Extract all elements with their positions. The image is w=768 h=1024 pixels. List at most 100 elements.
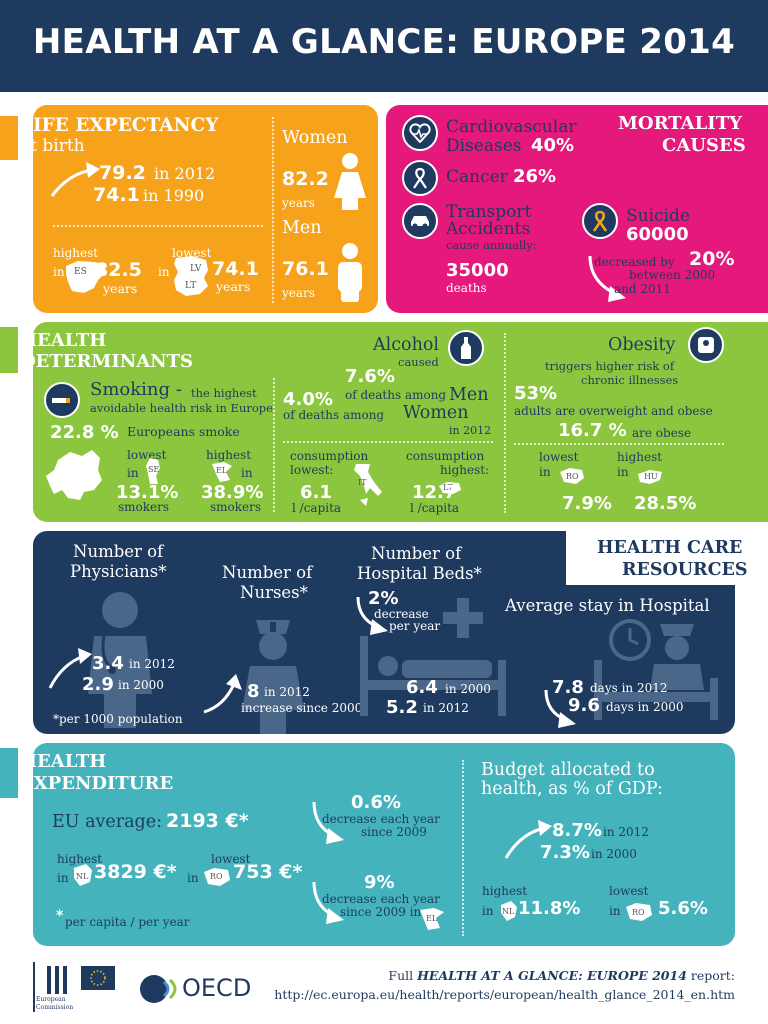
gdp-lowest-value: 5.6% (658, 898, 708, 919)
physicians-2012-label: in 2012 (129, 657, 175, 671)
mortality-heading-2: CAUSES (662, 135, 746, 156)
gdp-highest-country: NL (502, 907, 515, 916)
gdp-lowest-country: RO (632, 908, 645, 917)
cons-high-country: LT (443, 483, 453, 492)
overweight-text: adults are overweight and obese (514, 404, 713, 418)
life-in-label: in (53, 265, 65, 279)
beds-pct: 2% (368, 588, 399, 609)
gdp-lowest-label: lowest (609, 884, 649, 898)
exp-dec2-country: EL (426, 914, 438, 923)
scale-icon (688, 327, 724, 363)
divider (504, 333, 506, 513)
women-value: 82.2 (282, 168, 329, 190)
life-highest-country: ES (74, 267, 87, 277)
lithuania-map-icon (439, 482, 461, 494)
footer-url-link[interactable]: http://ec.europa.eu/health/reports/europ… (274, 987, 735, 1002)
beds-decrease-2: per year (389, 619, 441, 633)
budget-label-1: Budget allocated to (481, 760, 655, 780)
transport-unit: deaths (446, 281, 487, 295)
exp-dec2-pct: 9% (364, 872, 395, 893)
life-1990-label: in 1990 (143, 186, 205, 205)
heart-icon (402, 115, 438, 151)
cons-low-country: IT (358, 478, 367, 487)
life-subheading: at birth (20, 136, 85, 156)
men-value: 76.1 (282, 258, 329, 280)
men-label: Men (282, 218, 322, 238)
alcohol-year: in 2012 (449, 424, 492, 437)
expenditure-heading-2: EXPENDITURE (20, 773, 174, 794)
divider (462, 760, 464, 936)
man-icon (338, 243, 362, 302)
gdp-highest-value: 11.8% (518, 898, 581, 919)
nurses-label-year: in 2012 (264, 685, 310, 699)
up-arrow-icon (50, 162, 100, 197)
gdp-2012-value: 8.7% (552, 820, 602, 841)
suicide-ribbon-icon (582, 203, 618, 239)
smoke-lowest-unit: smokers (118, 500, 170, 514)
alcohol-men-pct: 7.6% (345, 366, 395, 387)
exp-highest-in: in (57, 871, 69, 885)
italy-map-icon (354, 464, 382, 506)
alcohol-women-text: of deaths among (283, 408, 385, 422)
women-years: years (282, 196, 315, 210)
smoke-highest-label: highest (206, 448, 252, 462)
divider (514, 443, 724, 445)
down-arrow-icon (312, 881, 344, 924)
cancer-pct: 26% (513, 166, 557, 187)
smoke-lowest-in: in (127, 466, 139, 480)
mortality-heading-tab (598, 105, 768, 163)
care-footnote: *per 1000 population (53, 712, 183, 726)
car-icon (402, 203, 438, 239)
greece-map-icon-2 (420, 908, 444, 930)
physicians-label-1: Number of (73, 542, 164, 561)
smoke-text: Europeans smoke (127, 424, 240, 439)
determinants-heading-1: HEALTH (20, 330, 107, 351)
men-years: years (282, 286, 315, 300)
netherlands-map-icon-2 (501, 901, 517, 921)
stay-2000-value: 9.6 (568, 695, 600, 716)
physicians-2012-value: 3.4 (92, 653, 124, 674)
sweden-map-icon (146, 458, 160, 484)
exp-lowest-in: in (187, 871, 199, 885)
smoking-note-2: avoidable health risk in Europe (90, 401, 273, 415)
alcohol-men-text: of deaths among (345, 388, 447, 402)
exp-lowest-country: RO (210, 872, 223, 881)
obesity-label: Obesity (608, 335, 676, 355)
smoking-label: Smoking - (90, 379, 182, 400)
smoke-lowest-value: 13.1% (116, 482, 179, 503)
down-arrow-icon (356, 596, 388, 635)
mortality-heading-1: MORTALITY (618, 113, 742, 134)
up-arrow-icon (504, 820, 552, 859)
hospital-bed-icon (360, 636, 506, 716)
divider (53, 225, 263, 227)
footer-suffix: report: (686, 968, 735, 983)
overweight-pct: 53% (514, 383, 558, 404)
patient-bed-icon (594, 624, 718, 720)
suicide-label: Suicide (626, 206, 690, 226)
transport-note: cause annually: (446, 238, 537, 252)
beds-2012-label: in 2012 (423, 701, 469, 715)
exp-highest-value: 3829 €* (94, 861, 177, 883)
cardio-label-1: Cardiovascular (446, 117, 577, 137)
cancer-label: Cancer (446, 167, 508, 187)
beds-label-2: Hospital Beds* (357, 564, 482, 583)
netherlands-map-icon (74, 864, 92, 886)
life-lowest-value: 74.1 (212, 258, 259, 280)
ec-label-1: European (36, 996, 66, 1003)
obesity-lowest-country: RO (566, 472, 579, 481)
gdp-2000-label: in 2000 (591, 847, 637, 861)
stay-2012-label: days in 2012 (590, 681, 668, 695)
exp-dec2-text-1: decrease each year (322, 892, 440, 906)
obesity-highest-in: in (617, 465, 629, 479)
gdp-highest-label: highest (482, 884, 528, 898)
stay-label: Average stay in Hospital (505, 596, 710, 615)
life-2012-value: 79.2 (99, 162, 146, 184)
decrease-period-1: between 2000 (629, 268, 716, 282)
romania-map-icon (560, 468, 584, 484)
eu-average-label: EU average: (52, 812, 163, 832)
nurses-label-2: Nurses* (240, 583, 308, 602)
alcohol-men: Men (449, 385, 489, 405)
stay-2000-label: days in 2000 (606, 700, 684, 714)
cons-high-unit: l /capita (410, 501, 460, 515)
header-banner (0, 0, 768, 92)
